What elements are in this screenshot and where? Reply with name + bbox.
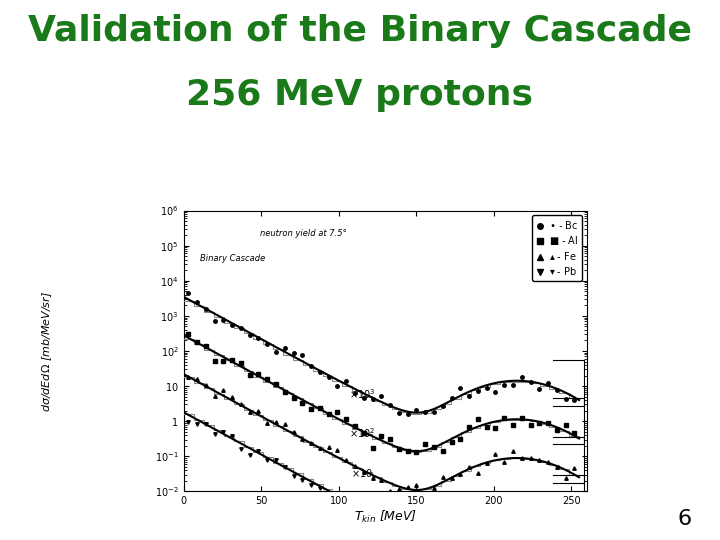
Text: Validation of the Binary Cascade: Validation of the Binary Cascade: [28, 14, 692, 48]
Text: 256 MeV protons: 256 MeV protons: [186, 78, 534, 112]
Text: $\times 10^3$: $\times 10^3$: [348, 388, 375, 401]
Legend: $\bullet$ - Bc, $\blacksquare$ - Al, $\blacktriangle$ - Fe, $\blacktriangledown$: $\bullet$ - Bc, $\blacksquare$ - Al, $\b…: [532, 215, 582, 281]
Text: 6: 6: [677, 509, 691, 529]
Text: neutron yield at 7.5°: neutron yield at 7.5°: [260, 229, 347, 238]
Text: d$\sigma$/dEd$\Omega$ [mb/MeV/sr]: d$\sigma$/dEd$\Omega$ [mb/MeV/sr]: [40, 291, 54, 411]
Text: Binary Cascade: Binary Cascade: [199, 254, 265, 263]
X-axis label: $T_{kin}$ [MeV]: $T_{kin}$ [MeV]: [354, 509, 417, 525]
Text: $\times 10$: $\times 10$: [351, 467, 373, 478]
Text: $\times 10^2$: $\times 10^2$: [348, 426, 375, 440]
